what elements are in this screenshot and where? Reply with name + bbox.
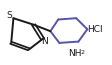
Text: HCl: HCl [87, 25, 102, 34]
Text: 2: 2 [80, 50, 84, 55]
Text: NH: NH [68, 49, 81, 58]
Text: S: S [7, 11, 12, 20]
Text: N: N [41, 37, 48, 46]
